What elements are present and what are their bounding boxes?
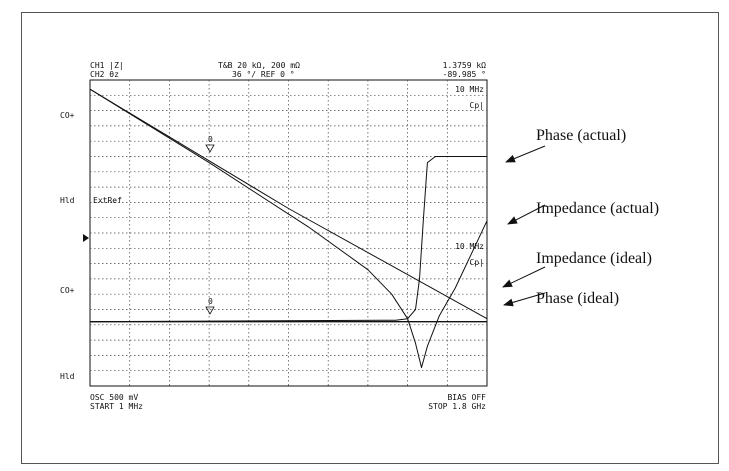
callout-impedance-ideal: Impedance (ideal) <box>502 250 652 288</box>
bias-label: BIAS OFF <box>447 393 486 402</box>
ch2-label: CH2 θz <box>90 70 119 79</box>
osc-label: OSC 500 mV <box>90 393 138 402</box>
lower-freq-label: 10 MHz <box>455 242 484 251</box>
reference-pointer-icon <box>83 234 89 242</box>
hld-label-lower: Hld <box>60 372 75 381</box>
co-label-lower: CO+ <box>60 286 75 295</box>
upper-freq-label: 10 MHz <box>455 85 484 94</box>
marker-upper: 0 <box>205 135 215 153</box>
callout-phase-actual-arrow <box>505 145 546 163</box>
marker-value-impedance: 1.3759 kΩ <box>443 61 487 70</box>
extref-label: ExtRef <box>93 196 122 205</box>
start-label: START 1 MHz <box>90 402 143 411</box>
plot-area <box>89 79 488 387</box>
marker-lower-icon <box>205 306 215 315</box>
callout-phase-ideal-arrow <box>503 292 546 307</box>
callout-phase-actual: Phase (actual) <box>505 127 626 163</box>
trace-impedance-actual <box>89 88 488 369</box>
callout-phase-actual-text: Phase (actual) <box>536 127 626 144</box>
co-label-upper: CO+ <box>60 111 75 120</box>
reference-label: 36 °/ REF 0 ° <box>232 70 295 79</box>
marker-lower: 0 <box>205 297 215 315</box>
callout-impedance-ideal-text: Impedance (ideal) <box>536 250 652 267</box>
figure-frame <box>21 12 719 464</box>
ch1-label: CH1 |Z| <box>90 61 124 70</box>
marker-upper-icon <box>205 144 215 153</box>
callout-phase-ideal-text: Phase (ideal) <box>536 290 619 307</box>
grid-lines <box>90 80 487 386</box>
trace-impedance-ideal <box>89 88 488 320</box>
traces <box>89 88 488 369</box>
marker-value-phase: -89.985 ° <box>443 70 486 79</box>
marker-upper-label: 0 <box>208 135 213 144</box>
marker-lower-label: 0 <box>208 297 213 306</box>
callout-impedance-actual-arrow <box>507 204 546 225</box>
trace-phase-actual <box>89 156 487 323</box>
lower-mode-label: Cp| <box>470 258 484 267</box>
callout-impedance-actual: Impedance (actual) <box>507 200 659 225</box>
upper-mode-label: Cp| <box>470 101 484 110</box>
hld-label-upper: Hld <box>60 196 75 205</box>
scale-label: T&B 20 kΩ, 200 mΩ <box>218 61 300 70</box>
callout-impedance-actual-text: Impedance (actual) <box>536 200 659 217</box>
callout-phase-ideal: Phase (ideal) <box>503 290 619 307</box>
stop-label: STOP 1.8 GHz <box>428 402 486 411</box>
callout-impedance-ideal-arrow <box>502 266 546 288</box>
